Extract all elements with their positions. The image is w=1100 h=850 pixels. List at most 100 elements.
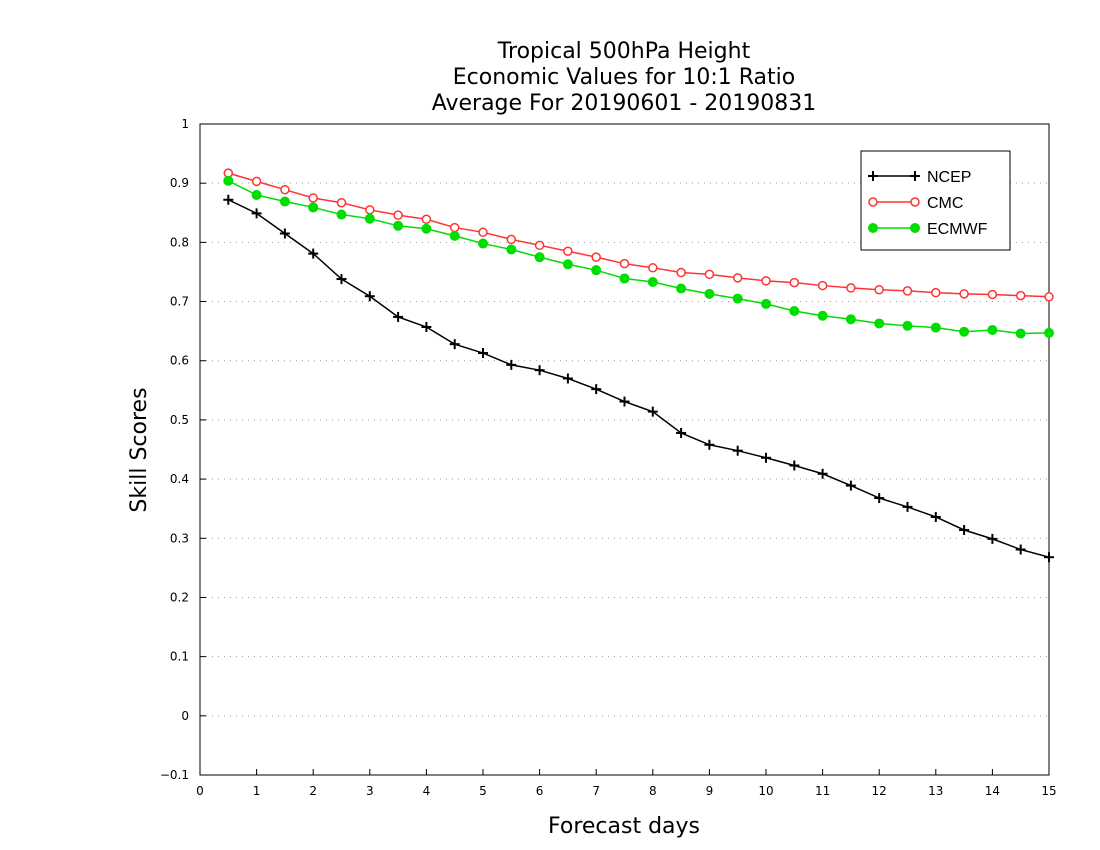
y-tick-label: 0.9 <box>170 176 189 190</box>
data-point <box>761 276 771 286</box>
y-tick-label: 0 <box>181 709 189 723</box>
data-point <box>648 263 658 273</box>
x-tick-label: 13 <box>928 784 943 798</box>
data-point <box>732 273 743 283</box>
data-point <box>987 533 998 544</box>
data-point <box>931 287 941 298</box>
y-tick-label: 0.8 <box>170 235 189 249</box>
y-tick-label: 0.6 <box>170 354 189 368</box>
data-point <box>845 480 856 491</box>
series-cmc <box>223 168 1054 302</box>
series-line <box>227 199 1050 558</box>
data-point <box>874 284 884 295</box>
x-tick-label: 8 <box>649 784 657 798</box>
data-point <box>449 230 460 241</box>
legend-marker <box>910 171 920 181</box>
y-axis-label: Skill Scores <box>127 387 152 512</box>
series-ecmwf <box>223 175 1054 339</box>
x-tick-label: 15 <box>1041 784 1056 798</box>
y-tick-label: 0.5 <box>170 413 189 427</box>
data-point <box>534 365 545 376</box>
legend-marker <box>910 197 920 207</box>
legend-label: ECMWF <box>927 221 988 238</box>
data-point <box>336 209 347 220</box>
data-point <box>279 196 290 207</box>
data-point <box>563 246 573 256</box>
plot-frame <box>199 123 1050 776</box>
data-point <box>874 493 885 504</box>
data-point <box>732 293 743 304</box>
data-point <box>902 501 913 512</box>
data-point <box>562 259 573 270</box>
data-point <box>676 283 687 294</box>
data-point <box>1044 292 1054 302</box>
data-point <box>1015 290 1026 301</box>
legend-item: ECMWF <box>868 221 988 238</box>
data-point <box>676 427 687 438</box>
x-axis-label: Forecast days <box>548 814 700 839</box>
data-point <box>421 223 432 234</box>
chart-title-line: Average For 20190601 - 20190831 <box>432 91 817 116</box>
data-point <box>308 202 319 213</box>
data-point <box>732 445 743 456</box>
data-point <box>506 244 517 255</box>
data-point <box>1015 544 1026 555</box>
data-point <box>365 205 375 215</box>
legend-item: CMC <box>868 195 963 212</box>
data-point <box>704 269 715 280</box>
data-point <box>789 306 800 317</box>
data-point <box>704 439 715 450</box>
data-point <box>280 184 290 195</box>
data-point <box>987 289 998 300</box>
data-point <box>364 291 375 302</box>
data-point <box>761 452 771 463</box>
data-point <box>393 220 404 231</box>
x-axis: 0 1 2 3 4 5 6 7 8 9 10 11 12 13 14 15 <box>196 769 1057 798</box>
data-point <box>534 252 545 263</box>
y-tick-label: 0.4 <box>170 472 189 486</box>
data-point <box>874 318 885 329</box>
data-point <box>987 324 998 335</box>
series-ncep <box>223 194 1054 563</box>
data-point <box>478 348 488 359</box>
data-point <box>251 176 262 187</box>
data-point <box>1015 328 1026 339</box>
data-point <box>364 213 375 224</box>
data-point <box>336 274 347 285</box>
data-point <box>336 197 347 208</box>
data-point <box>449 222 460 233</box>
data-point <box>223 175 234 186</box>
data-point <box>478 227 488 238</box>
y-tick-label: 1 <box>181 117 189 131</box>
y-tick-label: 0.7 <box>170 295 189 309</box>
legend-label: CMC <box>927 195 963 212</box>
data-point <box>845 314 856 325</box>
data-point <box>647 277 658 288</box>
data-point <box>1044 552 1054 563</box>
data-point <box>817 280 828 291</box>
x-tick-label: 0 <box>196 784 204 798</box>
data-point <box>930 322 941 333</box>
y-tick-label: 0.3 <box>170 531 189 545</box>
data-point <box>308 193 318 203</box>
x-tick-label: 14 <box>985 784 1000 798</box>
data-point <box>959 289 969 299</box>
legend-box <box>860 150 1011 251</box>
x-tick-label: 4 <box>423 784 431 798</box>
data-point <box>619 273 630 284</box>
x-tick-label: 10 <box>758 784 773 798</box>
legend-marker <box>868 223 878 233</box>
legend-item: NCEP <box>868 169 971 186</box>
data-point <box>506 234 517 245</box>
legend-marker <box>868 171 878 181</box>
y-tick-label: 0.1 <box>170 650 189 664</box>
data-point <box>308 248 319 259</box>
x-tick-label: 3 <box>366 784 374 798</box>
data-point <box>393 210 403 220</box>
data-point <box>251 190 262 201</box>
data-point <box>1044 327 1054 338</box>
data-point <box>591 384 602 395</box>
data-point <box>789 277 800 288</box>
data-point <box>562 373 573 384</box>
data-point <box>761 298 771 309</box>
